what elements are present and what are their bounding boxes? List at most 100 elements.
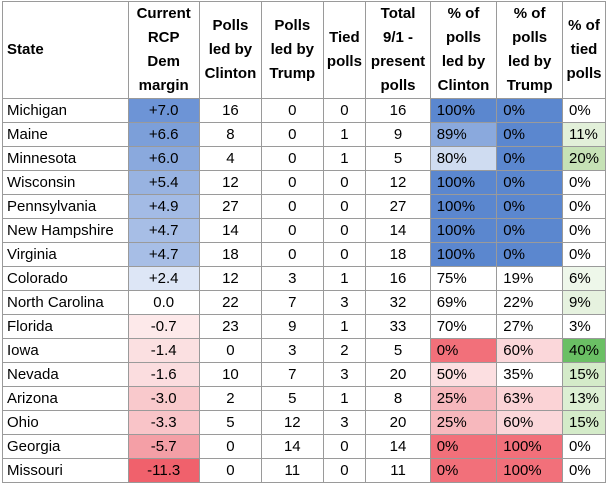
cell-total: 27 [365,194,431,219]
cell-pct-tied: 0% [561,98,606,123]
cell-tied: 0 [322,458,367,483]
cell-total: 9 [365,122,431,147]
header-state: State [2,1,129,99]
header-line: Total [380,5,416,22]
cell-pct-trump: 0% [496,218,563,243]
cell-pct-tied: 6% [561,266,606,291]
cell-pct-trump: 0% [496,194,563,219]
cell-margin: +2.4 [127,266,200,291]
cell-total: 18 [365,242,431,267]
table-row: New Hampshire +4.7 14 0 0 14 100% 0% 0% [2,218,606,243]
cell-state: Ohio [2,410,129,435]
cell-margin: +4.9 [127,194,200,219]
cell-tied: 3 [322,290,367,315]
cell-tied: 3 [322,410,367,435]
cell-polls-clinton: 10 [198,362,263,387]
cell-pct-tied: 15% [561,362,606,387]
cell-tied: 1 [322,122,367,147]
table-row: Iowa -1.4 0 3 2 5 0% 60% 40% [2,338,606,363]
cell-polls-clinton: 12 [198,266,263,291]
table-row: Pennsylvania +4.9 27 0 0 27 100% 0% 0% [2,194,606,219]
table-row: Arizona -3.0 2 5 1 8 25% 63% 13% [2,386,606,411]
cell-pct-clinton: 89% [429,122,498,147]
cell-margin: +5.4 [127,170,200,195]
cell-total: 5 [365,338,431,363]
table-row: Colorado +2.4 12 3 1 16 75% 19% 6% [2,266,606,291]
cell-polls-clinton: 16 [198,98,263,123]
header-line: Polls [212,17,249,34]
cell-pct-trump: 19% [496,266,563,291]
cell-pct-trump: 100% [496,434,563,459]
cell-pct-tied: 20% [561,146,606,171]
cell-pct-clinton: 25% [429,386,498,411]
header-tied: Tied polls [322,1,367,99]
cell-state: Pennsylvania [2,194,129,219]
cell-pct-clinton: 100% [429,218,498,243]
cell-pct-tied: 13% [561,386,606,411]
header-line: Clinton [204,65,257,82]
header-line: Trump [506,77,553,94]
cell-margin: +4.7 [127,242,200,267]
table-row: North Carolina 0.0 22 7 3 32 69% 22% 9% [2,290,606,315]
cell-pct-tied: 9% [561,290,606,315]
cell-pct-clinton: 100% [429,98,498,123]
header-line: led by [507,53,552,70]
cell-state: Virginia [2,242,129,267]
table-row: Georgia -5.7 0 14 0 14 0% 100% 0% [2,434,606,459]
header-line: Tied [329,29,360,46]
cell-margin: +4.7 [127,218,200,243]
cell-polls-trump: 11 [261,458,324,483]
cell-tied: 0 [322,242,367,267]
cell-tied: 0 [322,218,367,243]
header-polls-trump: Polls led by Trump [261,1,324,99]
header-line: polls [326,53,362,70]
cell-polls-clinton: 2 [198,386,263,411]
cell-tied: 1 [322,314,367,339]
cell-margin: -3.0 [127,386,200,411]
header-line: 9/1 - [383,29,414,46]
header-pct-tied: % of tied polls [561,1,606,99]
cell-pct-clinton: 25% [429,410,498,435]
cell-pct-trump: 27% [496,314,563,339]
header-line: % of [513,5,546,22]
cell-pct-trump: 0% [496,170,563,195]
cell-pct-clinton: 100% [429,194,498,219]
cell-polls-trump: 3 [261,266,324,291]
cell-tied: 2 [322,338,367,363]
cell-polls-clinton: 18 [198,242,263,267]
cell-total: 16 [365,266,431,291]
cell-polls-trump: 0 [261,146,324,171]
cell-margin: -1.6 [127,362,200,387]
cell-polls-clinton: 5 [198,410,263,435]
cell-pct-clinton: 50% [429,362,498,387]
cell-polls-trump: 0 [261,242,324,267]
header-line: Trump [269,65,316,82]
cell-margin: -3.3 [127,410,200,435]
cell-polls-clinton: 22 [198,290,263,315]
cell-pct-tied: 0% [561,170,606,195]
cell-state: Colorado [2,266,129,291]
cell-total: 32 [365,290,431,315]
cell-pct-clinton: 80% [429,146,498,171]
cell-polls-clinton: 14 [198,218,263,243]
cell-margin: -5.7 [127,434,200,459]
table-row: Nevada -1.6 10 7 3 20 50% 35% 15% [2,362,606,387]
table-row: Michigan +7.0 16 0 0 16 100% 0% 0% [2,98,606,123]
cell-pct-clinton: 70% [429,314,498,339]
cell-pct-trump: 100% [496,458,563,483]
cell-tied: 0 [322,98,367,123]
cell-total: 8 [365,386,431,411]
cell-pct-clinton: 0% [429,434,498,459]
header-line: Clinton [437,77,490,94]
cell-tied: 3 [322,362,367,387]
cell-margin: 0.0 [127,290,200,315]
cell-total: 12 [365,170,431,195]
cell-pct-trump: 60% [496,338,563,363]
table-row: Ohio -3.3 5 12 3 20 25% 60% 15% [2,410,606,435]
cell-pct-trump: 0% [496,146,563,171]
table-row: Virginia +4.7 18 0 0 18 100% 0% 0% [2,242,606,267]
cell-total: 5 [365,146,431,171]
cell-polls-clinton: 27 [198,194,263,219]
cell-pct-tied: 0% [561,242,606,267]
